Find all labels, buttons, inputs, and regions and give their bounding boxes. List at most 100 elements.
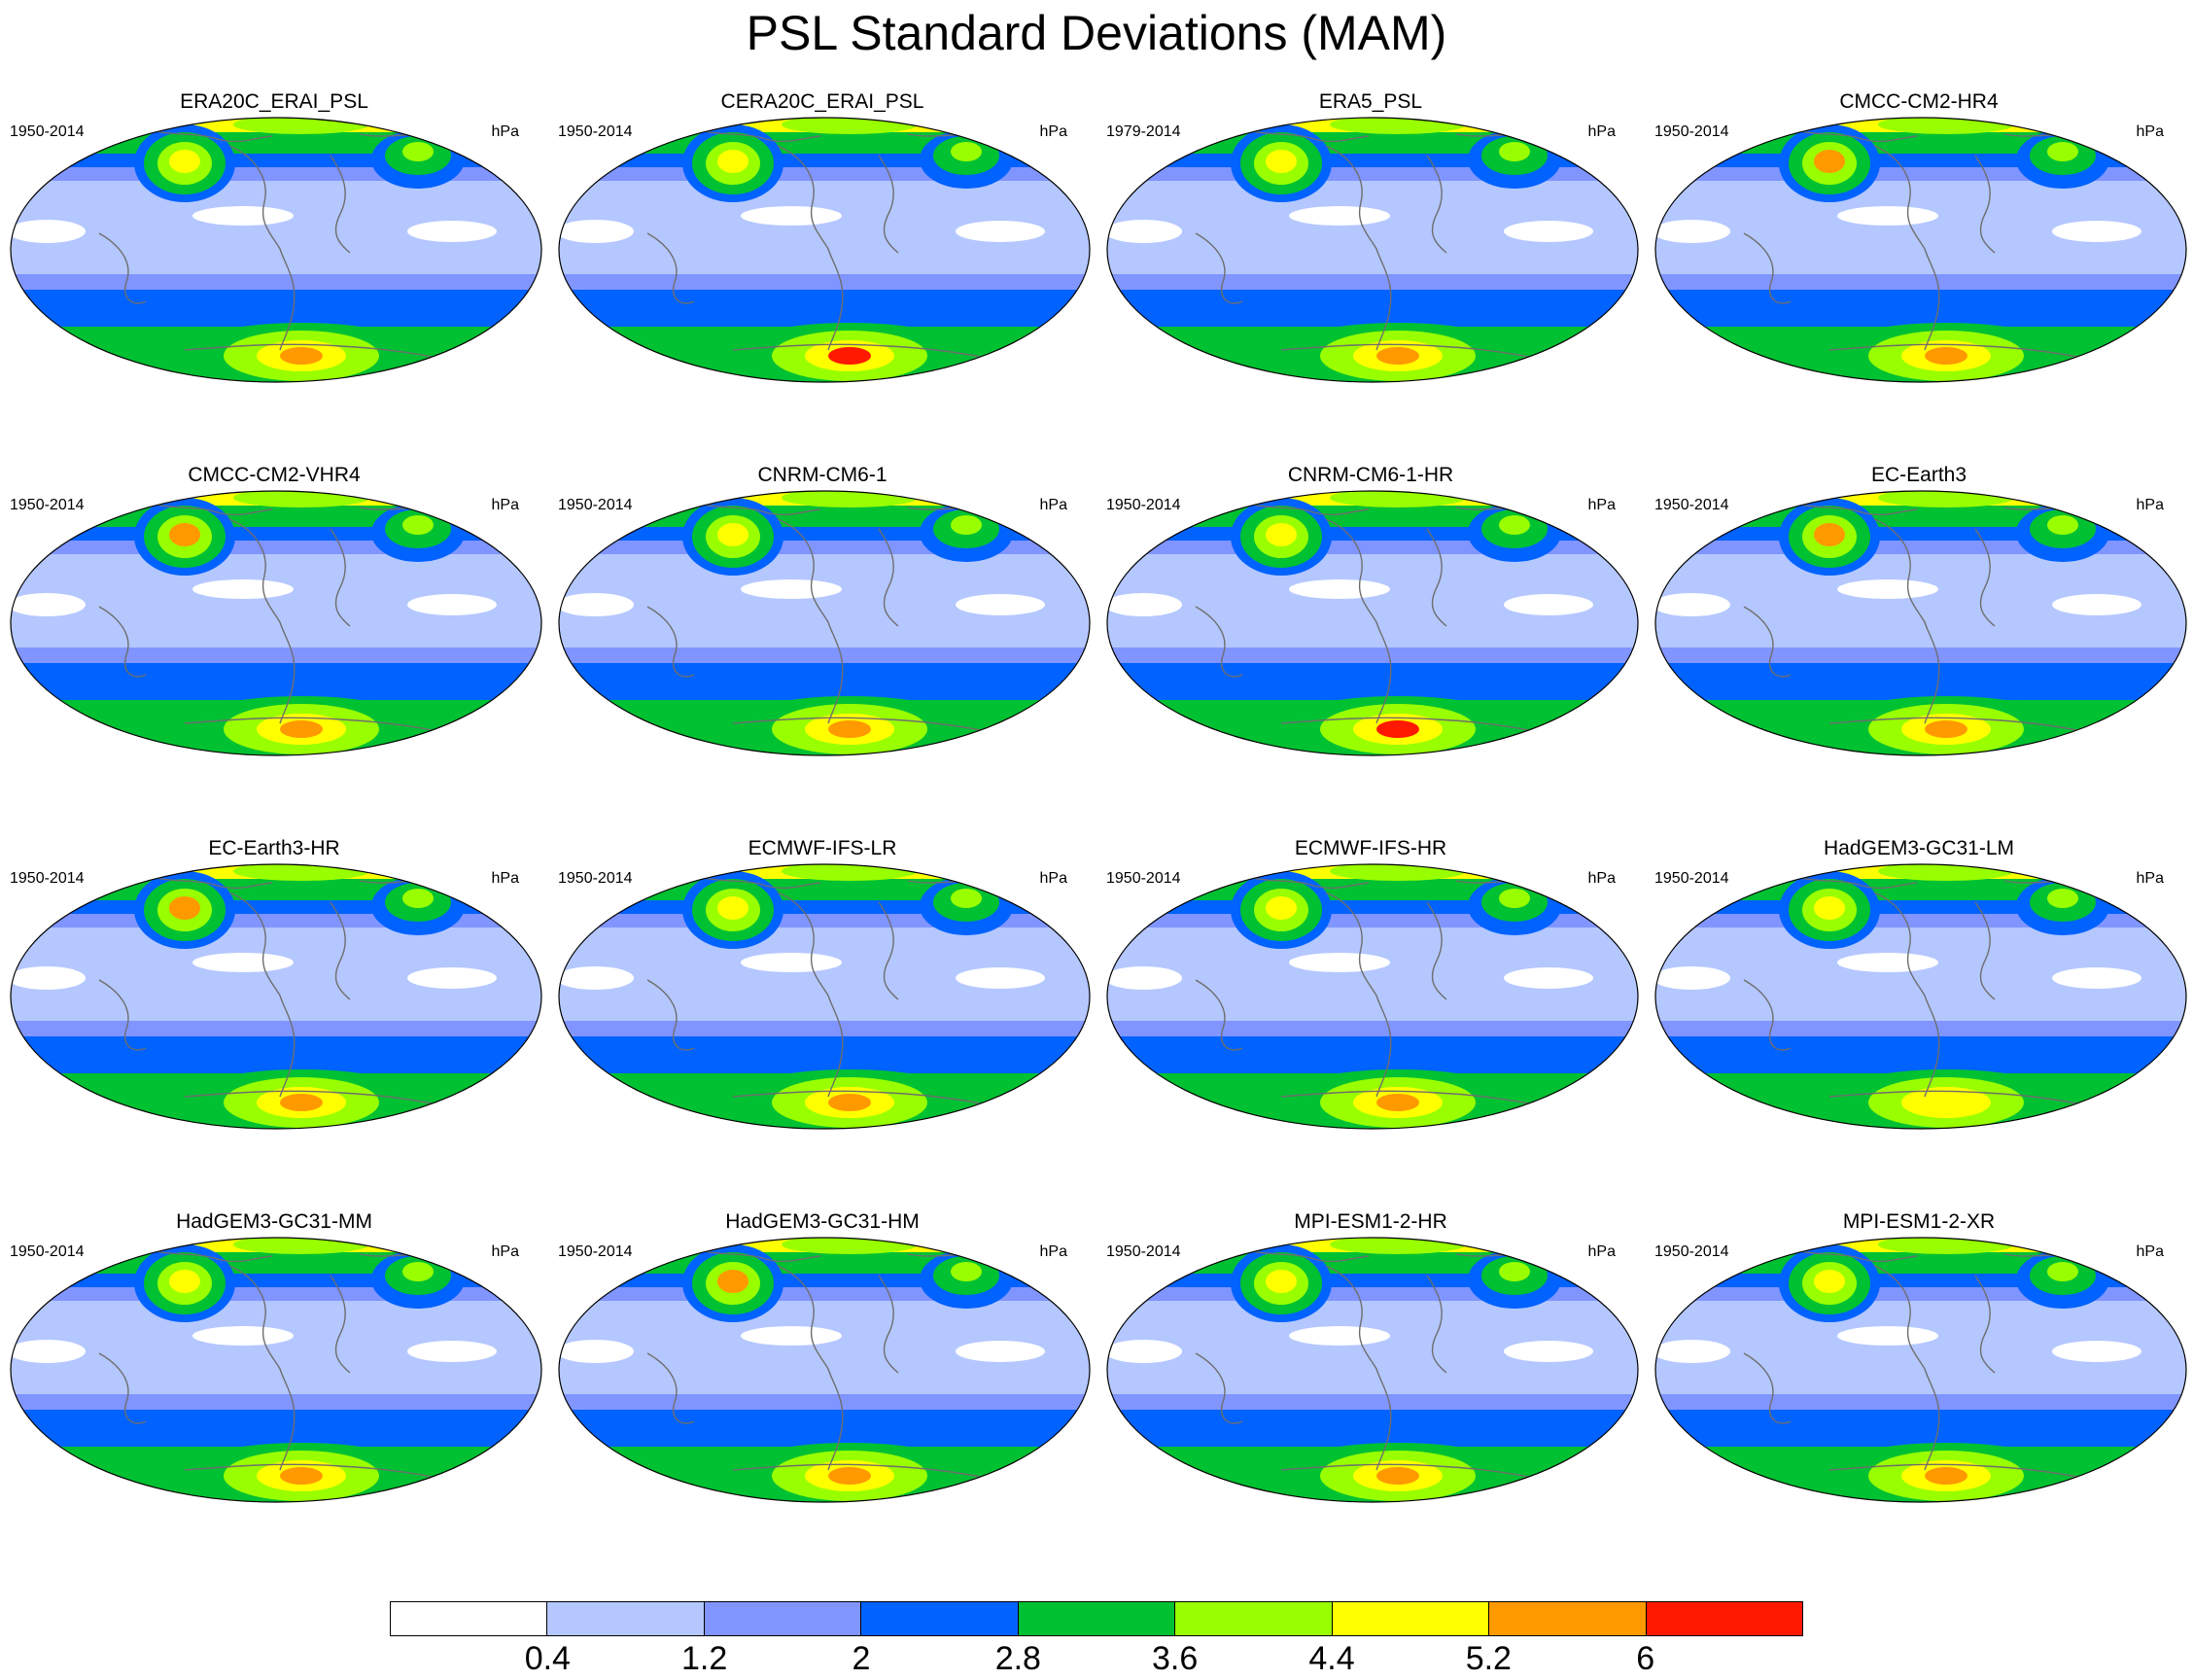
sh-midlat-band — [559, 1410, 1090, 1447]
coastline — [1325, 1265, 1392, 1471]
coastline — [1743, 232, 1792, 304]
nh-subpolar-band — [11, 914, 541, 928]
sh-subtrop-band — [559, 274, 1090, 290]
panel-period: 1950-2014 — [558, 1243, 633, 1260]
panel-units: hPa — [491, 870, 519, 887]
coastline — [228, 518, 296, 724]
panel-period: 1950-2014 — [558, 497, 633, 513]
coastline — [732, 1090, 987, 1105]
tropical-low-variance — [407, 594, 497, 615]
tropical-low-variance — [741, 953, 842, 972]
coastline — [1426, 155, 1447, 254]
tropical-low-variance — [956, 221, 1045, 242]
antarctic-max — [280, 720, 323, 738]
panel-units: hPa — [1039, 870, 1067, 887]
antarctic-max — [1376, 347, 1419, 365]
map-panel: HadGEM3-GC31-HM 1950-2014 hPa — [548, 1120, 1096, 1503]
coastline — [1743, 1352, 1792, 1424]
coastline — [98, 1352, 147, 1424]
north-pacific-max — [1814, 896, 1845, 920]
coastline — [1790, 501, 1918, 516]
coastline — [1828, 343, 2083, 359]
sh-midlat-band — [1107, 663, 1638, 700]
tropical-low-variance — [1289, 206, 1390, 226]
coastline — [98, 606, 147, 678]
coastline — [330, 528, 351, 627]
north-pacific-max — [1266, 1270, 1297, 1293]
colorbar-label: 1.2 — [681, 1640, 728, 1677]
nh-storm-band — [559, 1252, 1090, 1274]
colorbar-box — [547, 1602, 705, 1635]
sh-midlat-band — [1107, 1410, 1638, 1447]
nh-subpolar-band — [1655, 167, 2186, 181]
colorbar-label: 2.8 — [994, 1640, 1041, 1677]
panel-period: 1950-2014 — [558, 870, 633, 887]
antarctic-max — [1925, 720, 1967, 738]
coastline — [693, 874, 821, 890]
north-atlantic-core — [1499, 889, 1530, 908]
coastline — [184, 1090, 438, 1105]
nh-storm-band — [1655, 1252, 2186, 1274]
map-border — [10, 1237, 542, 1503]
north-atlantic-core — [1499, 515, 1530, 535]
panel-period: 1950-2014 — [10, 870, 85, 887]
coastline — [1325, 892, 1392, 1098]
coastline — [330, 1275, 351, 1374]
coastline — [1426, 1275, 1447, 1374]
coastline — [1873, 518, 1940, 724]
tropical-low-variance — [1837, 579, 1938, 599]
sh-midlat-band — [1107, 290, 1638, 327]
colorbar-label: 2 — [852, 1640, 871, 1677]
contour-map — [10, 1237, 542, 1503]
coastline — [1325, 145, 1392, 351]
antarctic-max — [1376, 1467, 1419, 1485]
sh-midlat-band — [11, 290, 541, 327]
north-atlantic-core — [951, 889, 982, 908]
map-panel: CNRM-CM6-1 1950-2014 hPa — [548, 373, 1096, 756]
tropical-low-variance — [2052, 594, 2141, 615]
tropical-low-variance — [1504, 1341, 1593, 1362]
panel-title: CMCC-CM2-HR4 — [1839, 90, 1999, 113]
tropical-low-variance — [407, 221, 497, 242]
tropical-low-variance — [741, 206, 842, 226]
tropical-low-variance — [559, 1340, 634, 1363]
antarctic-max — [280, 1467, 323, 1485]
tropical-low-variance — [741, 1326, 842, 1346]
map-panel: ECMWF-IFS-HR 1950-2014 hPa — [1096, 747, 1645, 1130]
tropical-low-variance — [1655, 593, 1730, 616]
north-atlantic-core — [2047, 1262, 2078, 1281]
coastline — [693, 1247, 821, 1263]
contour-map — [1106, 490, 1639, 756]
coastline — [732, 343, 987, 359]
coastline — [228, 145, 296, 351]
nh-storm-band — [559, 879, 1090, 900]
coastline — [1241, 1247, 1370, 1263]
sh-subtrop-band — [1107, 1394, 1638, 1410]
map-panel: CERA20C_ERAI_PSL 1950-2014 hPa — [548, 0, 1096, 383]
north-pacific-max — [169, 896, 200, 920]
coastline — [1280, 717, 1535, 732]
tropical-low-variance — [1837, 953, 1938, 972]
coastline — [1790, 1247, 1918, 1263]
antarctic-max — [1376, 1094, 1419, 1111]
map-border — [558, 490, 1091, 756]
nh-storm-band — [11, 132, 541, 154]
coastline — [1974, 901, 1996, 1000]
panel-units: hPa — [1039, 497, 1067, 513]
coastline — [1743, 979, 1792, 1051]
coastline — [732, 1463, 987, 1479]
contour-map — [558, 490, 1091, 756]
colorbar-box — [1489, 1602, 1647, 1635]
sh-subtrop-band — [559, 1394, 1090, 1410]
coastline — [145, 1247, 273, 1263]
panel-title: ECMWF-IFS-HR — [1294, 837, 1447, 859]
map-border — [1654, 863, 2187, 1130]
sh-midlat-band — [11, 1036, 541, 1073]
map-panel: EC-Earth3 1950-2014 hPa — [1645, 373, 2193, 756]
north-pacific-max — [1814, 1270, 1845, 1293]
panel-units: hPa — [1039, 123, 1067, 140]
north-atlantic-core — [2047, 142, 2078, 161]
coastline — [693, 127, 821, 143]
nh-subpolar-band — [1655, 914, 2186, 928]
coastline — [878, 155, 899, 254]
